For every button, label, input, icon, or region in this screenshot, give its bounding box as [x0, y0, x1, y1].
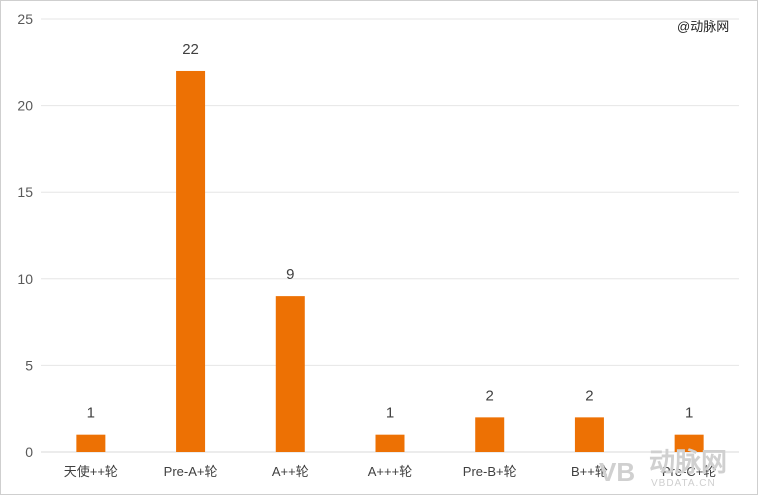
- x-tick-label: Pre-B+轮: [463, 464, 517, 479]
- bars: [76, 70, 704, 453]
- watermark: VB 动脉网 VBDATA.CN: [599, 447, 727, 489]
- x-tick-label: A+++轮: [368, 464, 412, 479]
- bar: [176, 70, 206, 453]
- bar: [674, 434, 704, 452]
- data-label: 1: [87, 405, 95, 422]
- bar: [76, 434, 106, 452]
- gridlines: [41, 18, 739, 453]
- data-label: 22: [182, 41, 199, 58]
- y-axis-ticks: 0 5 10 15 20 25: [17, 11, 33, 460]
- data-label: 1: [685, 405, 693, 422]
- watermark-logo: VB: [599, 457, 635, 487]
- y-tick-label: 20: [17, 98, 33, 114]
- watermark-domain: VBDATA.CN: [651, 478, 716, 489]
- x-tick-label: 天使++轮: [64, 464, 118, 479]
- bar: [475, 417, 505, 452]
- x-tick-label: Pre-A+轮: [164, 464, 218, 479]
- data-label: 2: [585, 387, 593, 404]
- watermark-name: 动脉网: [649, 447, 727, 477]
- data-label: 9: [286, 266, 294, 283]
- y-tick-label: 0: [25, 444, 33, 460]
- data-label: 1: [386, 405, 394, 422]
- y-tick-label: 15: [17, 184, 33, 200]
- x-tick-label: Pre-C+轮: [662, 464, 717, 479]
- bar: [375, 434, 405, 452]
- x-tick-label: A++轮: [272, 464, 309, 479]
- y-tick-label: 5: [25, 357, 33, 373]
- bar: [574, 417, 604, 452]
- y-tick-label: 10: [17, 271, 33, 287]
- x-tick-label: B++轮: [571, 464, 608, 479]
- source-credit: @动脉网: [677, 19, 729, 34]
- data-label: 2: [486, 387, 494, 404]
- y-tick-label: 25: [17, 11, 33, 27]
- bar: [275, 296, 305, 452]
- x-axis-ticks: 天使++轮 Pre-A+轮 A++轮 A+++轮 Pre-B+轮 B++轮 Pre-C+轮: [64, 464, 717, 479]
